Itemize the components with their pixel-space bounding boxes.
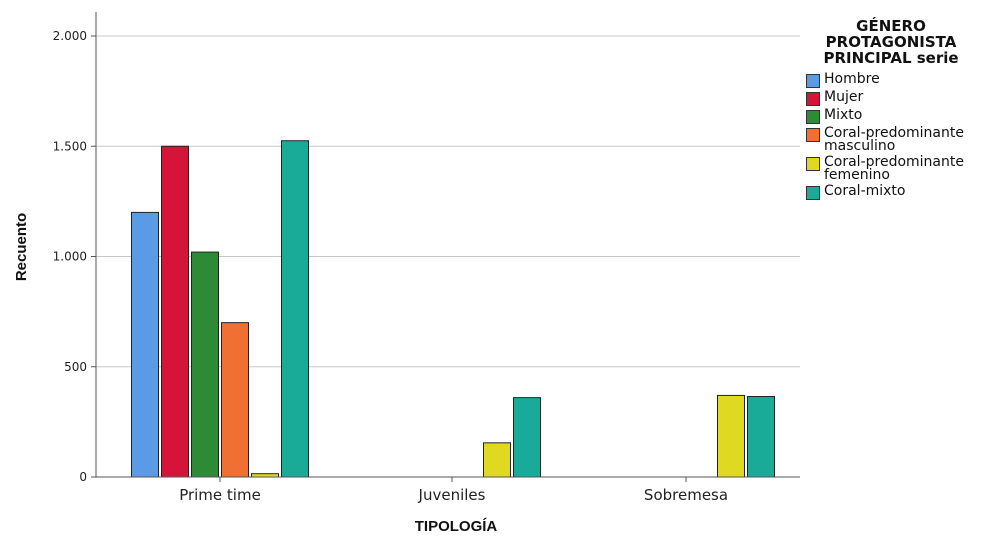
y-tick-label: 1.000 (53, 250, 87, 264)
legend: GÉNERO PROTAGONISTA PRINCIPAL serie Homb… (806, 18, 990, 202)
legend-swatch (806, 74, 820, 88)
bar-coral-predominante-masculino-prime-time (221, 322, 249, 478)
legend-item: Coral-predominante masculino (806, 126, 990, 153)
legend-title: GÉNERO PROTAGONISTA PRINCIPAL serie (823, 17, 959, 67)
y-tick-label: 2.000 (53, 29, 87, 43)
legend-label: Coral-mixto (824, 183, 906, 199)
legend-label: Mujer (824, 89, 864, 105)
bar-chart: 0 500 1.000 1.500 2.000 Prime time Juveniles S… (13, 12, 800, 535)
x-tick-labels: Prime time Juveniles Sobremesa (179, 486, 728, 504)
y-axis-label: Recuento (13, 213, 30, 281)
legend-swatch (806, 110, 820, 124)
legend-item: Mixto (806, 108, 990, 124)
bar-coral-mixto-prime-time (281, 140, 309, 478)
x-tick-label: Juveniles (418, 486, 486, 504)
axes (91, 12, 800, 482)
y-tick-label: 500 (64, 360, 87, 374)
legend-label: Coral-predominante femenino (824, 154, 964, 183)
legend-label: Hombre (824, 71, 880, 87)
legend-swatch (806, 92, 820, 106)
legend-item: Hombre (806, 72, 990, 88)
bar-coral-predominante-femenino-juveniles (483, 442, 511, 478)
legend-item: Coral-mixto (806, 184, 990, 200)
x-tick-label: Prime time (179, 486, 261, 504)
legend-swatch (806, 157, 820, 171)
bars (131, 140, 775, 478)
bar-mujer-prime-time (161, 145, 189, 478)
bar-coral-mixto-juveniles (513, 397, 541, 478)
bar-hombre-prime-time (131, 211, 159, 478)
bar-coral-predominante-femenino-sobremesa (717, 394, 745, 478)
y-tick-label: 0 (79, 470, 87, 484)
legend-items: Hombre Mujer Mixto Coral-predominante mascu… (806, 72, 990, 200)
x-axis-label: TIPOLOGÍA (415, 518, 498, 535)
legend-label: Mixto (824, 107, 863, 123)
legend-label: Coral-predominante masculino (824, 125, 964, 154)
y-tick-label: 1.500 (53, 139, 87, 153)
x-tick-label: Sobremesa (644, 486, 728, 504)
legend-swatch (806, 186, 820, 200)
bar-coral-mixto-sobremesa (747, 396, 775, 478)
bar-mixto-prime-time (191, 251, 219, 478)
legend-swatch (806, 128, 820, 142)
y-tick-labels: 0 500 1.000 1.500 2.000 (53, 29, 87, 484)
legend-item: Mujer (806, 90, 990, 106)
legend-item: Coral-predominante femenino (806, 155, 990, 182)
